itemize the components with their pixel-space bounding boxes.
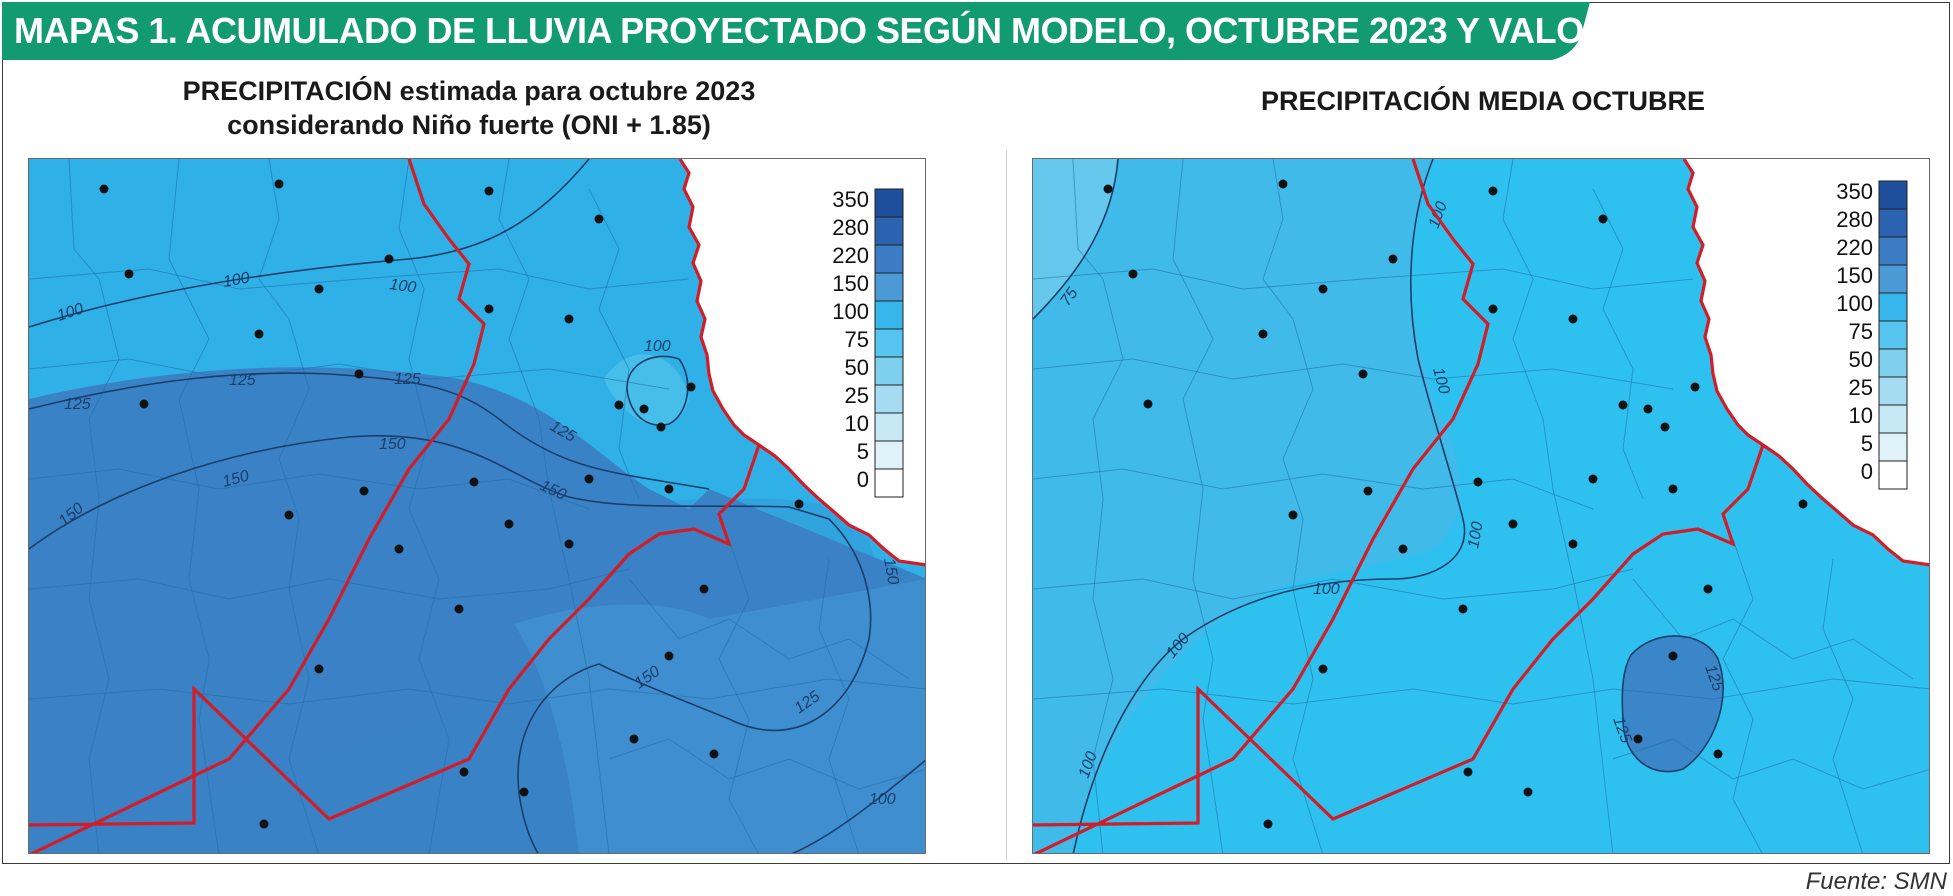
- left-contour-label: 100: [869, 791, 896, 808]
- right-contour-label: 100: [1313, 581, 1340, 598]
- legend-label: 220: [832, 243, 869, 268]
- right-legend: 350 280 220 150 100 75 50 25 10 5 0: [1836, 179, 1908, 490]
- legend-label: 100: [1836, 291, 1873, 316]
- left-map-svg: 100 100 100 100 125 125 125 125 150 150 …: [29, 159, 925, 853]
- legend-label: 25: [1849, 375, 1873, 400]
- legend-label: 150: [832, 271, 869, 296]
- legend-label: 350: [1836, 179, 1873, 204]
- left-map-title-line1: PRECIPITACIÓN estimada para octubre 2023: [182, 76, 756, 106]
- left-contour-label: 125: [64, 396, 91, 413]
- left-map-title-line2: considerando Niño fuerte (ONI + 1.85): [227, 110, 711, 140]
- right-contour-label: 100: [1465, 520, 1486, 549]
- right-map-svg: 75 100 100 100 100 100 100 125 125: [1033, 159, 1929, 853]
- legend-label: 280: [832, 215, 869, 240]
- legend-label: 50: [845, 355, 869, 380]
- panel-divider: [1006, 150, 1007, 860]
- legend-label: 10: [845, 411, 869, 436]
- right-map: 75 100 100 100 100 100 100 125 125: [1032, 158, 1930, 854]
- legend-label: 50: [1849, 347, 1873, 372]
- legend-label: 0: [857, 467, 869, 492]
- left-contour-label: 125: [229, 372, 256, 389]
- legend-label: 5: [857, 439, 869, 464]
- legend-label: 5: [1861, 431, 1873, 456]
- right-contour-label: 100: [1429, 366, 1452, 396]
- right-map-title: PRECIPITACIÓN MEDIA OCTUBRE: [1260, 86, 1705, 116]
- legend-label: 350: [832, 187, 869, 212]
- left-contour-label: 150: [379, 436, 406, 453]
- legend-label: 150: [1836, 263, 1873, 288]
- left-legend: 350 280 220 150 100 75 50 25 10 5 0: [832, 187, 904, 498]
- left-contour-label: 125: [394, 371, 421, 388]
- legend-label: 25: [845, 383, 869, 408]
- legend-label: 0: [1861, 459, 1873, 484]
- legend-label: 75: [845, 327, 869, 352]
- legend-label: 280: [1836, 207, 1873, 232]
- source-credit: Fuente: SMN: [1805, 868, 1947, 895]
- left-contour-label: 100: [222, 270, 251, 291]
- legend-label: 100: [832, 299, 869, 324]
- legend-label: 10: [1849, 403, 1873, 428]
- left-map: 100 100 100 100 125 125 125 125 150 150 …: [28, 158, 926, 854]
- banner-title: MAPAS 1. ACUMULADO DE LLUVIA PROYECTADO …: [14, 10, 1735, 51]
- title-banner: [2, 2, 1590, 60]
- left-contour-label: 100: [644, 338, 671, 355]
- left-contour-label: 150: [221, 468, 251, 491]
- left-map-title: PRECIPITACIÓN estimada para octubre 2023…: [30, 74, 908, 142]
- left-contour-label: 150: [880, 557, 901, 586]
- legend-label: 220: [1836, 235, 1873, 260]
- left-contour-label: 100: [388, 276, 417, 297]
- legend-label: 75: [1849, 319, 1873, 344]
